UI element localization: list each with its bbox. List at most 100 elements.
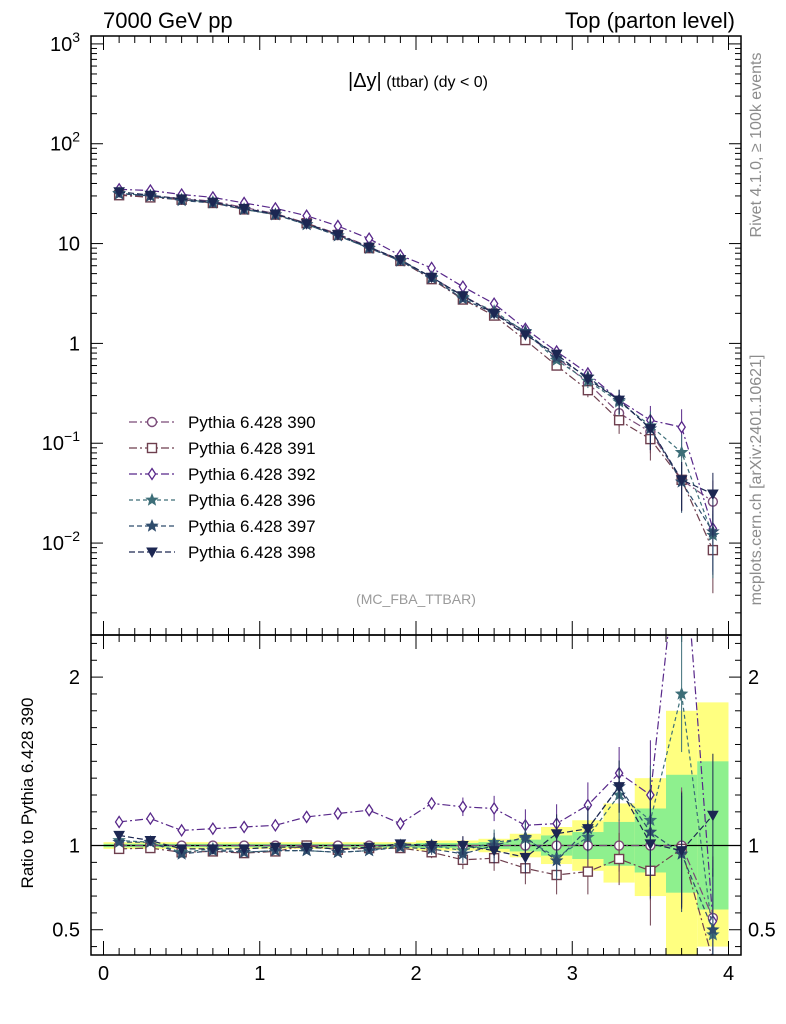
ratio-point-s398 — [144, 835, 157, 847]
ratio-line-s398 — [119, 785, 714, 858]
ratio-point-s391 — [613, 853, 625, 865]
data-point-s398 — [675, 475, 688, 486]
data-point-s398 — [613, 395, 625, 407]
mcplots-reference: mcplots.cern.ch [arXiv:2401.10621] — [748, 355, 765, 606]
y-tick-label-ratio-right: 2 — [748, 667, 759, 689]
ratio-point-s392 — [145, 811, 155, 826]
x-tick-label: 4 — [723, 963, 734, 985]
ratio-point-s391 — [707, 954, 719, 955]
ratio-point-s397 — [518, 830, 533, 843]
plot-title-main: |Δy| — [348, 70, 382, 92]
analysis-tag: (MC_FBA_TTBAR) — [356, 591, 476, 607]
ratio-point-s392 — [270, 818, 280, 833]
x-tick-label: 1 — [254, 963, 265, 985]
y-tick-label-main: 103 — [50, 29, 80, 56]
data-point-s396 — [674, 445, 689, 459]
ratio-point-s398 — [707, 810, 719, 822]
y-tick-label-ratio: 0.5 — [52, 920, 80, 942]
ratio-point-s398 — [488, 846, 500, 857]
ratio-point-s398 — [300, 842, 313, 854]
ratio-point-s392 — [364, 803, 374, 817]
ratio-point-s398 — [175, 844, 188, 855]
data-point-s398 — [425, 272, 438, 284]
y-tick-label-main: 10−2 — [42, 528, 80, 555]
ratio-point-s398 — [582, 824, 594, 835]
legend-marker-s391 — [146, 442, 158, 454]
y-tick-label-main: 10−1 — [42, 428, 80, 455]
y-tick-label-main: 102 — [50, 129, 80, 156]
header-left: 7000 GeV pp — [103, 8, 233, 33]
ratio-point-s398 — [519, 852, 532, 864]
ratio-point-s398 — [238, 844, 250, 855]
data-point-s398 — [550, 349, 563, 361]
ratio-point-s398 — [550, 829, 563, 840]
ratio-point-s392 — [427, 796, 437, 811]
ratio-point-s398 — [394, 839, 407, 850]
legend-label-s390: Pythia 6.428 390 — [188, 413, 316, 432]
rivet-version-label: Rivet 4.1.0, ≥ 100k events — [748, 53, 765, 238]
legend-marker-s392 — [147, 467, 157, 481]
ratio-point-s398 — [457, 841, 469, 852]
ratio-point-s392 — [302, 810, 312, 824]
ratio-uncertainty-bands — [91, 702, 741, 955]
ratio-point-s392 — [208, 821, 218, 836]
y-tick-label-ratio: 2 — [69, 667, 80, 689]
data-point-s398 — [175, 194, 188, 205]
plot-title: |Δy| (ttbar) (dy < 0) — [348, 70, 488, 92]
ratio-point-s398 — [113, 830, 125, 842]
ratio-point-s397 — [112, 835, 126, 848]
ratio-point-s392 — [395, 816, 405, 831]
ratio-point-s392 — [239, 820, 249, 834]
ratio-point-s398 — [269, 842, 282, 854]
ratio-line-s392 — [119, 635, 714, 922]
ratio-point-s398 — [613, 782, 625, 793]
data-point-s398 — [707, 489, 719, 501]
y-tick-label-ratio-right: 1 — [748, 836, 759, 858]
ratio-line-s391 — [119, 844, 713, 955]
ratio-point-s398 — [644, 839, 657, 850]
ratio-point-s392 — [333, 806, 343, 821]
x-tick-label: 3 — [567, 963, 578, 985]
data-point-s398 — [644, 424, 657, 435]
y-tick-label-main: 1 — [69, 333, 80, 355]
data-point-s398 — [363, 242, 375, 254]
header-right: Top (parton level) — [565, 8, 735, 33]
ratio-point-s398 — [425, 841, 438, 852]
x-tick-label: 2 — [410, 963, 421, 985]
ratio-point-s392 — [114, 815, 124, 829]
y-tick-label-ratio-right: 0.5 — [748, 920, 776, 942]
ratio-point-s392 — [177, 823, 187, 838]
y-tick-label-ratio: 1 — [69, 836, 80, 858]
ratio-point-s398 — [675, 846, 688, 857]
data-point-s398 — [332, 230, 344, 241]
legend-marker-s398 — [146, 547, 158, 559]
y-tick-label-main: 10 — [58, 234, 80, 256]
legend-label-s398: Pythia 6.428 398 — [188, 543, 316, 562]
x-tick-label: 0 — [98, 963, 109, 985]
legend-marker-s390 — [146, 416, 158, 428]
data-point-s398 — [519, 330, 532, 341]
plot-title-sub: (ttbar) (dy < 0) — [382, 74, 488, 91]
data-point-s398 — [238, 203, 250, 215]
ratio-point-s397 — [706, 922, 720, 936]
ratio-y-axis-label: Ratio to Pythia 6.428 390 — [18, 698, 37, 889]
ratio-point-s398 — [207, 844, 219, 855]
axes — [91, 36, 741, 955]
legend-label-s396: Pythia 6.428 396 — [188, 491, 316, 510]
data-point-s391 — [613, 415, 625, 426]
data-point-s392 — [677, 420, 687, 434]
data-point-s398 — [488, 308, 500, 320]
ratio-point-s398 — [332, 844, 344, 855]
legend: Pythia 6.428 390 Pythia 6.428 391 Pythia 6… — [129, 413, 316, 562]
legend-label-s392: Pythia 6.428 392 — [188, 465, 316, 484]
ratio-point-s391 — [582, 866, 594, 877]
ratio-point-s398 — [363, 842, 375, 854]
data-point-s398 — [207, 197, 219, 209]
legend-label-s397: Pythia 6.428 397 — [188, 517, 316, 536]
ratio-plot-frame — [90, 634, 742, 956]
ratio-point-s392 — [458, 800, 468, 814]
ratio-plot-series — [112, 635, 720, 955]
ratio-point-s396 — [674, 686, 689, 700]
data-point-s398 — [300, 219, 313, 230]
